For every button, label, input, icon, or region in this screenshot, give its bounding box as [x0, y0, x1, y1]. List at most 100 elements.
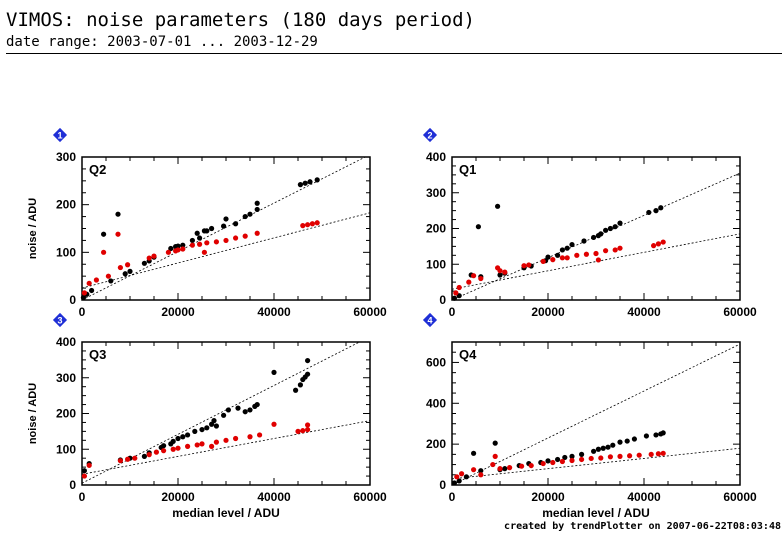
data-point-red: [125, 262, 131, 268]
data-point-black: [579, 451, 585, 457]
panel-number: 3: [57, 316, 62, 326]
y-tick-label: 100: [56, 442, 76, 456]
data-point-red: [117, 264, 123, 271]
y-tick-label: 0: [439, 293, 446, 307]
panel-number: 4: [427, 316, 432, 326]
data-point-red: [564, 255, 570, 261]
data-point-black: [555, 456, 561, 463]
data-point-black: [192, 428, 198, 434]
data-point-red: [175, 445, 181, 451]
data-point-black: [225, 407, 231, 413]
y-axis-label: noise / ADU: [27, 198, 39, 259]
data-point-red: [490, 461, 496, 468]
data-point-red: [151, 253, 157, 259]
quadrant-label: Q3: [89, 347, 106, 362]
data-point-black: [302, 180, 308, 186]
data-point-red: [502, 269, 508, 275]
data-point-black: [653, 432, 659, 438]
data-point-black: [168, 245, 174, 252]
data-point-red: [454, 474, 460, 480]
data-point-black: [475, 224, 481, 230]
data-point-red: [559, 255, 566, 261]
data-point-red: [93, 277, 99, 283]
data-point-red: [170, 446, 176, 452]
x-tick-label: 40000: [627, 305, 661, 319]
fit-line: [82, 212, 370, 289]
data-point-black: [247, 407, 253, 413]
data-point-red: [497, 466, 503, 472]
data-point-black: [502, 466, 508, 472]
data-point-black: [254, 206, 260, 213]
data-point-red: [612, 247, 618, 253]
y-tick-label: 100: [426, 257, 446, 271]
data-point-black: [108, 278, 114, 284]
data-point-red: [456, 284, 462, 291]
data-point-black: [221, 223, 227, 229]
data-point-red: [459, 471, 465, 477]
data-point-black: [101, 231, 107, 237]
data-point-red: [146, 255, 152, 261]
data-point-red: [478, 275, 484, 282]
data-point-black: [658, 205, 664, 211]
data-point-black: [598, 231, 604, 237]
data-point-red: [550, 459, 556, 466]
panel-number-icon: [52, 312, 68, 328]
data-point-red: [528, 462, 534, 469]
data-point-red: [213, 239, 219, 245]
data-point-red: [655, 451, 662, 457]
data-point-black: [204, 425, 210, 431]
data-point-black: [170, 438, 176, 444]
data-point-red: [213, 439, 219, 445]
data-point-black: [81, 468, 87, 474]
y-axis-label: noise / ADU: [27, 383, 39, 444]
data-point-black: [478, 468, 484, 474]
data-point-black: [559, 247, 566, 253]
data-point-black: [233, 221, 239, 227]
data-point-black: [497, 272, 503, 278]
data-point-red: [197, 241, 203, 247]
data-point-black: [189, 237, 195, 244]
x-tick-label: 60000: [723, 490, 757, 504]
data-point-red: [204, 240, 210, 246]
data-point-black: [242, 409, 248, 415]
data-point-black: [471, 450, 477, 456]
data-point-black: [127, 268, 133, 274]
data-point-red: [579, 456, 585, 463]
data-point-red: [603, 248, 609, 254]
data-point-red: [521, 263, 527, 269]
data-point-red: [223, 237, 229, 244]
data-point-red: [595, 257, 602, 263]
date-range: date range: 2003-07-01 ... 2003-12-29: [6, 34, 318, 50]
data-point-red: [655, 241, 662, 247]
panel-number: 2: [427, 131, 432, 141]
data-point-red: [627, 453, 633, 459]
data-point-black: [562, 454, 568, 461]
data-point-red: [189, 242, 195, 248]
data-point-black: [605, 444, 611, 450]
data-point-red: [161, 448, 167, 454]
data-point-black: [242, 213, 248, 220]
data-point-red: [593, 250, 599, 257]
data-point-red: [507, 465, 513, 471]
data-point-red: [305, 222, 311, 228]
x-tick-label: 60000: [353, 490, 387, 504]
data-point-black: [197, 235, 203, 241]
data-point-black: [631, 436, 638, 442]
y-tick-label: 100: [56, 245, 76, 259]
data-point-black: [194, 230, 200, 236]
data-point-black: [314, 177, 320, 183]
data-point-black: [271, 369, 277, 375]
fit-line: [452, 343, 740, 485]
data-point-black: [495, 203, 501, 209]
panel-q1: 0 20000 40000 60000 0 100 200 300 400 Q1 2: [422, 127, 757, 319]
data-point-black: [617, 439, 623, 445]
data-point-red: [223, 437, 229, 443]
data-point-black: [247, 211, 253, 217]
data-point-black: [451, 480, 457, 486]
data-point-black: [199, 426, 205, 433]
data-point-black: [600, 445, 606, 451]
panel-q4: 0 20000 40000 60000 0 200 400 600 median level /…: [422, 312, 757, 520]
data-point-black: [305, 371, 311, 377]
data-point-black: [617, 220, 623, 226]
x-axis-label: median level / ADU: [542, 506, 650, 520]
